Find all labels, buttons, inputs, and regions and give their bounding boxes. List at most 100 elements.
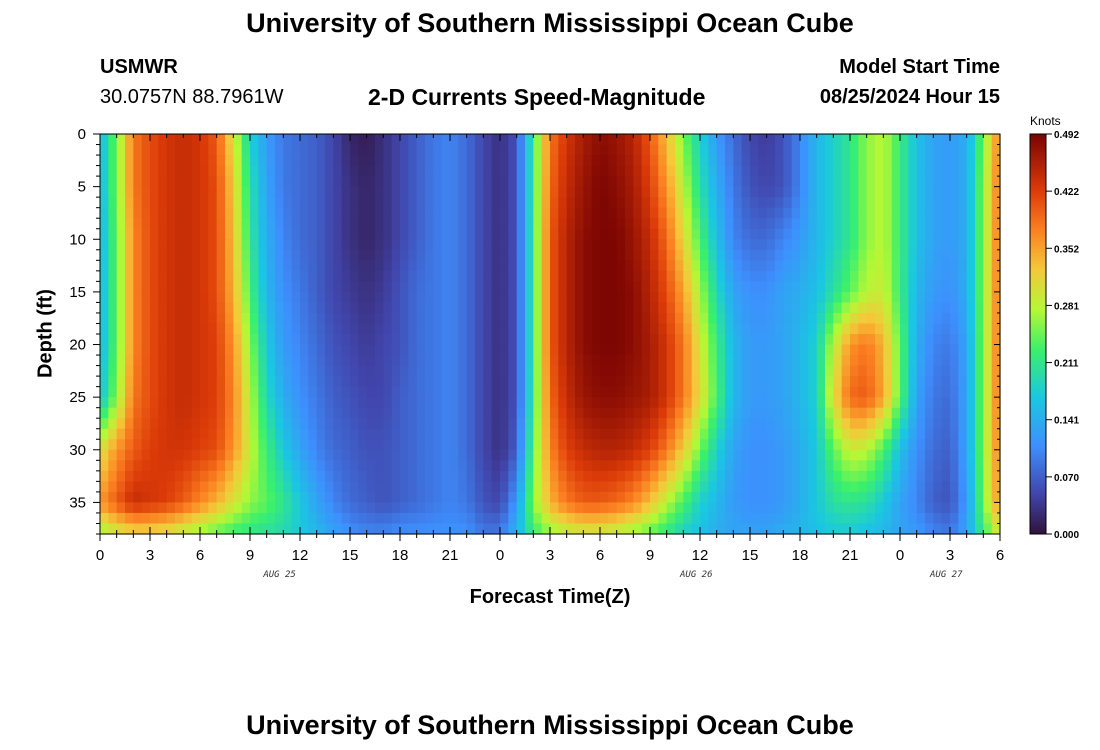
heatmap-cell [725,470,734,482]
heatmap-cell [891,218,901,230]
heatmap-cell [966,344,976,356]
heatmap-cell [525,407,534,419]
heatmap-cell [366,312,376,325]
heatmap-cell [683,334,693,346]
heatmap-cell [208,502,218,514]
heatmap-cell [700,228,709,240]
heatmap-cell [266,228,276,240]
heatmap-cell [233,249,243,261]
heatmap-cell [416,228,426,240]
heatmap-cell [525,144,534,156]
heatmap-cell [291,397,301,409]
heatmap-cell [941,155,951,167]
heatmap-cell [841,355,851,367]
heatmap-cell [583,165,593,177]
heatmap-cell [325,418,334,430]
heatmap-cell [583,281,593,293]
heatmap-cell [666,428,676,440]
heatmap-cell [216,344,226,356]
heatmap-cell [883,397,893,409]
heatmap-cell [700,418,709,430]
heatmap-cell [325,428,334,440]
heatmap-cell [800,155,809,167]
heatmap-cell [541,470,551,482]
heatmap-cell [516,502,526,514]
heatmap-cell [816,207,826,219]
heatmap-cell [983,186,993,198]
heatmap-cell [491,165,501,177]
heatmap-cell [741,260,751,272]
heatmap-cell [358,512,368,525]
heatmap-cell [258,481,268,493]
heatmap-cell [283,470,293,482]
heatmap-cell [700,197,709,209]
heatmap-cell [408,397,418,409]
heatmap-cell [508,365,518,377]
heatmap-cell [216,228,226,240]
heatmap-cell [416,176,426,188]
heatmap-cell [975,365,984,377]
heatmap-cell [400,218,409,230]
heatmap-cell [241,144,251,156]
heatmap-cell [458,323,468,335]
heatmap-cell [275,365,284,377]
heatmap-cell [591,239,601,251]
heatmap-cell [158,355,168,367]
heatmap-cell [550,197,559,209]
heatmap-cell [941,302,951,314]
heatmap-cell [491,270,501,282]
heatmap-cell [608,218,618,230]
heatmap-cell [333,165,343,177]
heatmap-cell [983,144,993,156]
heatmap-cell [258,449,268,461]
heatmap-cell [950,260,959,272]
heatmap-cell [141,397,151,409]
heatmap-cell [966,491,976,504]
heatmap-cell [358,449,368,461]
heatmap-cell [783,418,793,430]
heatmap-cell [566,260,576,272]
heatmap-cell [341,312,351,325]
heatmap-cell [966,512,976,525]
heatmap-cell [808,523,818,535]
heatmap-cell [533,249,543,261]
heatmap-cell [625,176,634,188]
heatmap-cell [183,449,193,461]
heatmap-cell [941,197,951,209]
heatmap-cell [783,291,793,304]
heatmap-cell [583,365,593,377]
heatmap-cell [550,334,559,346]
heatmap-cell [125,449,134,461]
heatmap-cell [766,323,776,335]
heatmap-cell [916,334,926,346]
heatmap-cell [158,218,168,230]
heatmap-cell [533,502,543,514]
heatmap-cell [925,502,934,514]
heatmap-cell [741,418,751,430]
heatmap-cell [883,165,893,177]
heatmap-cell [925,291,934,304]
heatmap-cell [558,197,568,209]
heatmap-cell [375,186,384,198]
heatmap-cell [800,186,809,198]
heatmap-cell [791,365,801,377]
heatmap-cell [750,144,759,156]
heatmap-cell [983,470,993,482]
heatmap-cell [641,228,651,240]
heatmap-cell [816,418,826,430]
heatmap-cell [600,449,609,461]
heatmap-cell [758,228,768,240]
heatmap-cell [875,239,884,251]
heatmap-cell [425,291,434,304]
heatmap-cell [650,197,659,209]
heatmap-cell [291,428,301,440]
heatmap-cell [558,228,568,240]
heatmap-cell [125,502,134,514]
station-coords: 30.0757N 88.7961W [100,86,284,108]
heatmap-cell [450,365,459,377]
heatmap-cell [366,344,376,356]
heatmap-cell [725,449,734,461]
heatmap-cell [400,355,409,367]
heatmap-cell [675,376,684,388]
